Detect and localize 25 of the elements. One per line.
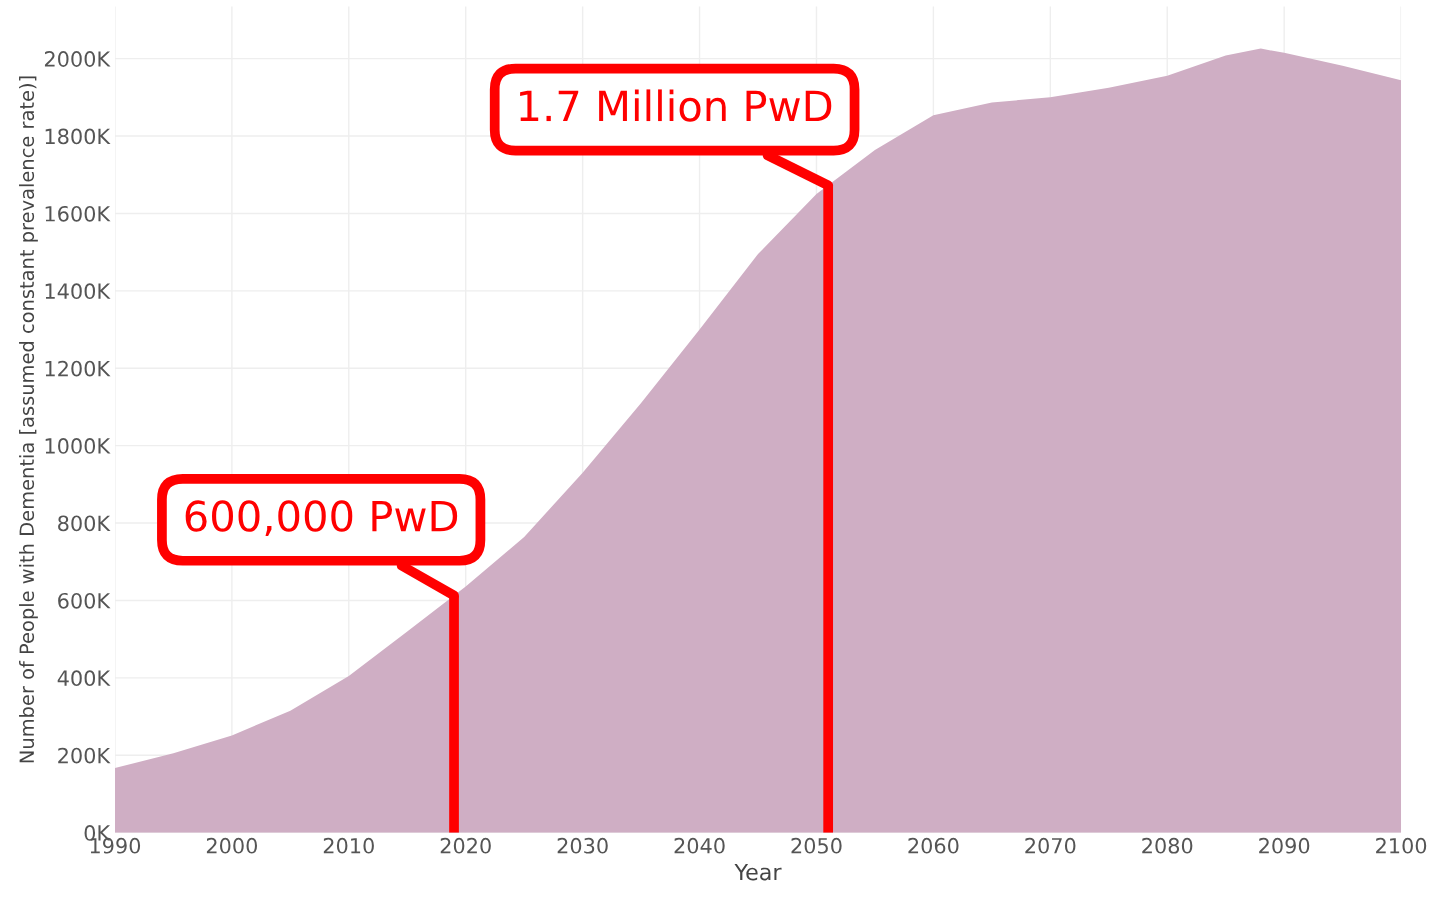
x-tick-label: 2060 [908, 837, 959, 854]
x-tick-label: 2090 [1259, 837, 1310, 854]
y-tick-label: 1200K [45, 360, 111, 377]
ref-line-label: 600,000 PwD [185, 500, 458, 537]
x-tick-label: 2080 [1142, 837, 1193, 854]
y-tick-label: 1000K [45, 438, 111, 454]
y-tick-label: 600K [58, 592, 111, 609]
x-tick-label: 2010 [323, 837, 374, 854]
y-tick-label: 2000K [44, 51, 111, 67]
x-tick-label: 2030 [557, 837, 608, 854]
y-tick-label: 1800K [45, 128, 111, 145]
x-tick-label: 2000 [206, 837, 258, 854]
x-tick-label: 2100 [1376, 837, 1427, 854]
y-axis-title: Number of People with Dementia [assumed constant prevalence rate)] [19, 76, 38, 763]
y-tick-label: 200K [58, 747, 111, 764]
y-tick-label: 400K [57, 670, 111, 687]
x-tick-label: 2050 [791, 837, 842, 854]
y-tick-label: 800K [58, 515, 111, 532]
y-tick-label: 1400K [45, 283, 111, 300]
ref-line-label: 1.7 Million PwD [520, 89, 832, 122]
x-tick-label: 2040 [674, 837, 725, 854]
x-tick-label: 2020 [440, 837, 491, 854]
x-tick-label: 2070 [1025, 837, 1076, 854]
x-axis-title: Year [734, 863, 782, 881]
y-tick-label: 1600K [45, 205, 111, 222]
